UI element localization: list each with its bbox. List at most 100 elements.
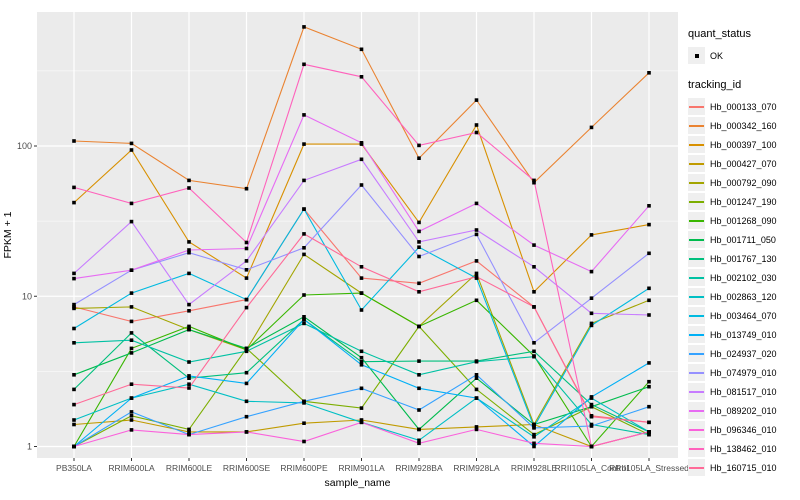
legend-entry: Hb_074979_010 <box>688 363 800 382</box>
data-point <box>417 220 421 225</box>
data-point <box>244 276 249 280</box>
data-point <box>187 271 191 276</box>
data-point <box>474 98 479 102</box>
data-point <box>647 71 651 75</box>
data-point <box>359 420 364 425</box>
legend-key-swatch <box>688 440 705 457</box>
legend-entry: Hb_001268_090 <box>688 211 800 230</box>
data-points <box>72 25 651 449</box>
x-tick-label: RRIM928LE <box>511 463 558 473</box>
data-point <box>359 141 364 145</box>
data-point <box>129 319 134 324</box>
data-point <box>187 250 191 255</box>
x-tick-label: RRIM600LA <box>108 463 155 473</box>
data-point <box>72 271 76 276</box>
data-point <box>474 274 479 279</box>
data-point <box>532 349 536 354</box>
data-point <box>244 305 249 310</box>
legend-color-line <box>689 219 704 222</box>
plot-panel <box>37 12 678 458</box>
legend-key-swatch <box>688 307 705 324</box>
legend-entry: Hb_003464_070 <box>688 306 800 325</box>
legend-key-swatch <box>688 269 705 286</box>
data-point <box>474 376 479 380</box>
data-point <box>417 324 421 329</box>
data-point <box>474 425 479 429</box>
data-point <box>589 424 594 428</box>
data-point <box>302 25 306 29</box>
data-point <box>532 432 536 437</box>
data-point <box>359 406 364 410</box>
x-axis-title: sample_name <box>325 477 391 489</box>
data-point <box>589 323 594 328</box>
legend-label: Hb_160715_010 <box>710 462 777 473</box>
legend-color-line <box>689 276 704 279</box>
legend-label: Hb_000133_070 <box>710 101 777 112</box>
legend-color-line <box>689 428 704 431</box>
data-point <box>244 399 249 404</box>
legend-entry: Hb_096346_010 <box>688 420 800 439</box>
data-point <box>474 298 479 303</box>
data-point <box>474 387 479 392</box>
data-point <box>302 439 306 444</box>
data-point <box>647 361 651 365</box>
legend-label: Hb_000792_090 <box>710 177 777 188</box>
data-point <box>417 373 421 377</box>
legend-key-swatch <box>688 326 705 343</box>
data-point <box>302 113 306 117</box>
data-point <box>129 346 134 351</box>
data-point <box>302 246 306 250</box>
data-point <box>532 178 536 183</box>
data-point <box>129 331 134 335</box>
data-point <box>359 418 364 422</box>
legend-entry: Hb_138462_010 <box>688 439 800 458</box>
data-point <box>129 268 134 272</box>
legend-label: Hb_089202_010 <box>710 405 777 416</box>
legend-key-swatch <box>688 212 705 229</box>
x-tick-label: RRIM600PE <box>280 463 328 473</box>
data-point <box>417 441 421 446</box>
data-point <box>359 265 364 269</box>
data-point <box>359 349 364 354</box>
legend-label: Hb_001268_090 <box>710 215 777 226</box>
data-point <box>302 321 306 326</box>
data-point <box>187 240 191 244</box>
data-point <box>187 327 191 332</box>
data-point <box>532 441 536 446</box>
data-point <box>244 370 249 375</box>
data-point <box>417 156 421 160</box>
data-point <box>647 404 651 409</box>
data-point <box>647 313 651 317</box>
legend-key-swatch <box>688 250 705 267</box>
data-point <box>302 399 306 404</box>
legend-entry: Hb_024937_020 <box>688 344 800 363</box>
data-point <box>187 376 191 380</box>
data-point <box>589 311 594 316</box>
legend-color-line <box>689 200 704 203</box>
data-point <box>474 130 479 135</box>
data-point <box>532 265 536 269</box>
legend-entry: Hb_160715_010 <box>688 458 800 477</box>
legend-entry: Hb_001247_190 <box>688 192 800 211</box>
legend-entry: Hb_089202_010 <box>688 401 800 420</box>
data-point <box>72 402 76 407</box>
data-point <box>302 207 306 211</box>
legend-color-line <box>689 390 704 393</box>
data-point <box>589 233 594 237</box>
y-tick-label: 1 <box>27 442 32 452</box>
data-point <box>359 386 364 391</box>
data-point <box>129 414 134 418</box>
x-tick-label: PB350LA <box>56 463 92 473</box>
legend-color-line <box>689 295 704 298</box>
data-point <box>647 286 651 291</box>
data-point <box>129 305 134 309</box>
legend-label: Hb_074979_010 <box>710 367 777 378</box>
data-point <box>72 341 76 345</box>
data-point <box>474 232 479 237</box>
data-point <box>187 186 191 190</box>
data-point <box>474 373 479 377</box>
legend-key-swatch <box>688 288 705 305</box>
data-point <box>359 75 364 79</box>
data-point <box>302 317 306 322</box>
